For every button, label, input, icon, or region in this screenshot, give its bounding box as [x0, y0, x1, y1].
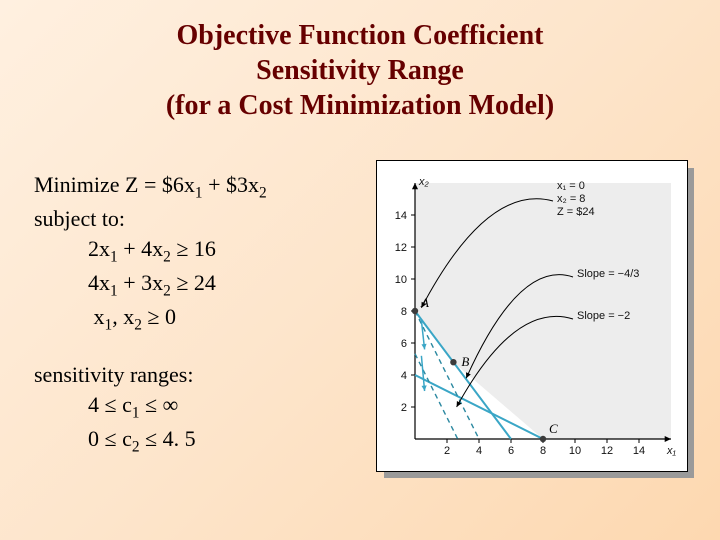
c2c: ≥ 24 — [171, 270, 216, 295]
svg-text:4: 4 — [401, 370, 407, 382]
problem-text: Minimize Z = $6x1 + $3x2 subject to: 2x1… — [34, 170, 364, 459]
sensitivity-heading: sensitivity ranges: — [34, 360, 364, 390]
s1a: 4 ≤ c — [88, 392, 132, 417]
objective-line: Minimize Z = $6x1 + $3x2 — [34, 170, 364, 204]
slide: Objective Function Coefficient Sensitivi… — [0, 0, 720, 540]
title-line-1: Objective Function Coefficient — [176, 20, 543, 51]
nn-a: x — [94, 304, 105, 329]
svg-text:8: 8 — [401, 306, 407, 318]
svg-text:4: 4 — [476, 445, 482, 457]
svg-text:6: 6 — [508, 445, 514, 457]
c1a: 2x — [88, 236, 110, 261]
c2b: + 3x — [118, 270, 163, 295]
svg-text:x₂: x₂ — [418, 176, 430, 188]
sensitivity-block: sensitivity ranges: 4 ≤ c1 ≤ ∞ 0 ≤ c2 ≤ … — [34, 360, 364, 458]
s2a: 0 ≤ c — [88, 426, 132, 451]
sens-range-1: 4 ≤ c1 ≤ ∞ — [34, 390, 364, 424]
svg-text:8: 8 — [540, 445, 546, 457]
svg-text:B: B — [461, 354, 469, 369]
chart-container: 24681012142468101214x₁x₂ABCx₁ = 0x₂ = 8Z… — [376, 160, 694, 478]
nn-c: ≥ 0 — [142, 304, 176, 329]
lp-chart: 24681012142468101214x₁x₂ABCx₁ = 0x₂ = 8Z… — [377, 161, 687, 471]
svg-text:12: 12 — [601, 445, 613, 457]
chart-panel: 24681012142468101214x₁x₂ABCx₁ = 0x₂ = 8Z… — [376, 160, 688, 472]
c2a: 4x — [88, 270, 110, 295]
svg-text:C: C — [549, 421, 558, 436]
s1b: ≤ ∞ — [140, 392, 179, 417]
svg-text:14: 14 — [633, 445, 645, 457]
svg-text:x₂ = 8: x₂ = 8 — [557, 193, 585, 205]
obj-b: + $3x — [203, 172, 259, 197]
nonneg: x1, x2 ≥ 0 — [34, 302, 364, 336]
svg-text:2: 2 — [444, 445, 450, 457]
s2b: ≤ 4. 5 — [140, 426, 196, 451]
c1c: ≥ 16 — [171, 236, 216, 261]
slide-title: Objective Function Coefficient Sensitivi… — [0, 18, 720, 123]
constraint-2: 4x1 + 3x2 ≥ 24 — [34, 268, 364, 302]
title-line-3: (for a Cost Minimization Model) — [166, 90, 554, 121]
title-line-2: Sensitivity Range — [256, 55, 464, 86]
subject-to: subject to: — [34, 204, 364, 234]
svg-text:12: 12 — [395, 242, 407, 254]
svg-text:Slope = −2: Slope = −2 — [577, 310, 630, 322]
c1b: + 4x — [118, 236, 163, 261]
svg-text:x₁: x₁ — [666, 445, 677, 457]
constraint-1: 2x1 + 4x2 ≥ 16 — [34, 234, 364, 268]
svg-text:6: 6 — [401, 338, 407, 350]
nn-b: , x — [112, 304, 134, 329]
svg-text:10: 10 — [395, 274, 407, 286]
svg-text:14: 14 — [395, 210, 407, 222]
svg-text:Z = $24: Z = $24 — [557, 206, 595, 218]
svg-text:x₁ = 0: x₁ = 0 — [557, 180, 585, 192]
svg-text:Slope = −4/3: Slope = −4/3 — [577, 268, 639, 280]
sens-range-2: 0 ≤ c2 ≤ 4. 5 — [34, 424, 364, 458]
obj-a: Minimize Z = $6x — [34, 172, 195, 197]
svg-text:2: 2 — [401, 402, 407, 414]
svg-text:10: 10 — [569, 445, 581, 457]
